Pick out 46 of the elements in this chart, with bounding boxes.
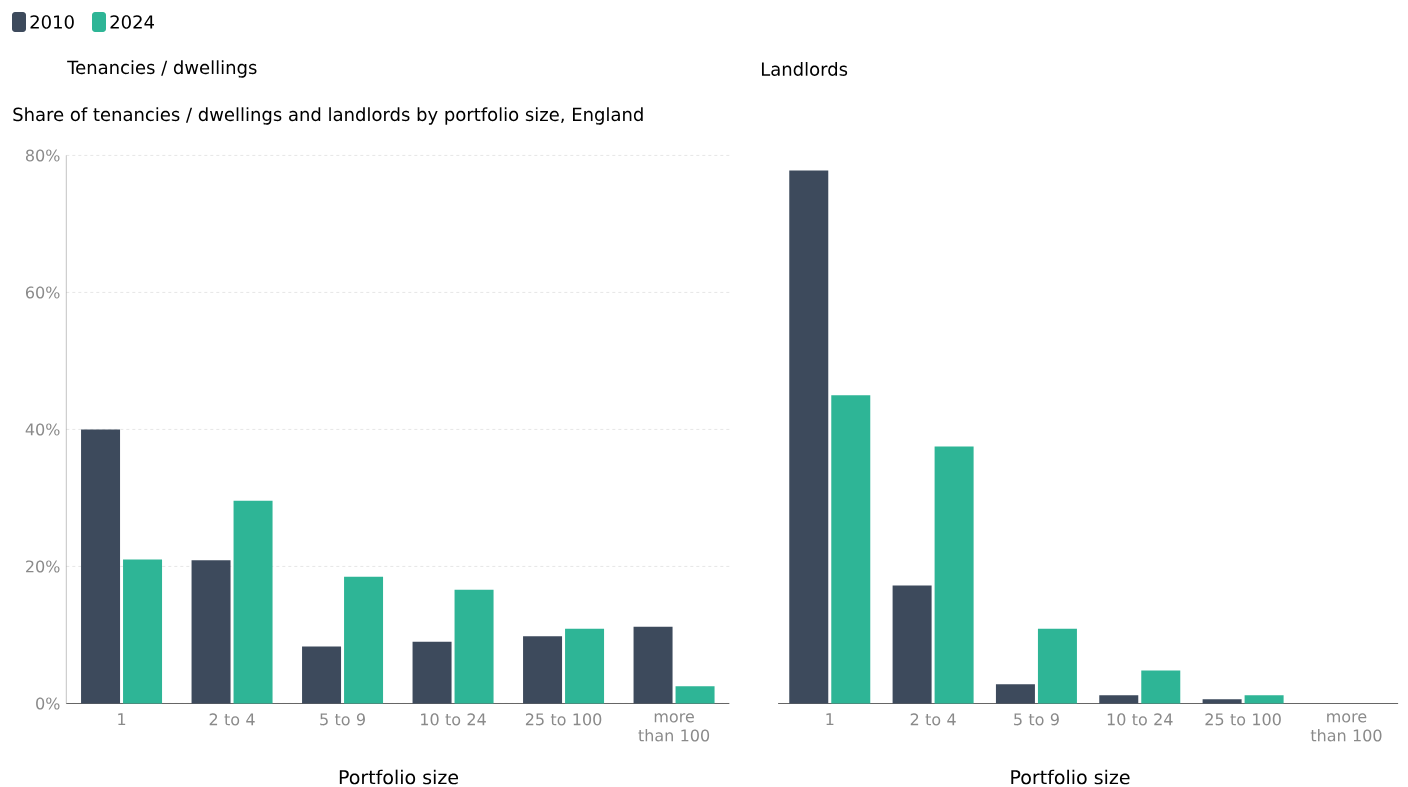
bar bbox=[344, 576, 384, 704]
chart-title: Landlords bbox=[761, 62, 848, 76]
y-tick-label: 40% bbox=[25, 423, 60, 436]
bar bbox=[565, 628, 605, 704]
bar bbox=[191, 560, 231, 704]
x-tick-label: 2 to 4 bbox=[209, 713, 255, 726]
x-tick-label: 10 to 24 bbox=[1107, 713, 1173, 726]
x-axis-title: Portfolio size bbox=[1011, 769, 1130, 785]
bar bbox=[633, 626, 673, 704]
bar bbox=[1099, 695, 1139, 704]
bar bbox=[1202, 699, 1242, 704]
bar bbox=[831, 395, 871, 704]
bar bbox=[454, 589, 494, 704]
chart-title: Tenancies / dwellings bbox=[67, 60, 257, 78]
bar bbox=[412, 641, 452, 704]
x-tick-label: 5 to 9 bbox=[1014, 713, 1059, 726]
x-tick-label: 2 to 4 bbox=[910, 713, 956, 726]
x-tick-label: 10 to 24 bbox=[421, 713, 486, 726]
x-tick-label: 25 to 100 bbox=[1205, 713, 1281, 726]
legend-label: 2024 bbox=[110, 15, 154, 29]
bar bbox=[1141, 670, 1181, 704]
bar bbox=[81, 429, 121, 704]
bar bbox=[789, 170, 829, 704]
bar bbox=[123, 559, 163, 704]
x-tick-label: 1 bbox=[826, 713, 834, 725]
bar bbox=[302, 646, 342, 704]
y-tick-label: 60% bbox=[25, 286, 60, 299]
legend-label: 2010 bbox=[30, 15, 74, 29]
x-axis-title: Portfolio size bbox=[339, 769, 459, 785]
x-tick-label: more than 100 bbox=[638, 713, 710, 742]
x-tick-label: 25 to 100 bbox=[525, 713, 602, 726]
chart-subtitle: Share of tenancies / dwellings and landlords by portfolio size, England bbox=[13, 107, 643, 125]
bar bbox=[934, 446, 974, 704]
y-tick-label: 20% bbox=[26, 560, 60, 573]
x-tick-label: more than 100 bbox=[1310, 713, 1382, 742]
bar bbox=[233, 500, 273, 704]
y-tick-label: 0% bbox=[36, 697, 60, 710]
x-tick-label: 1 bbox=[118, 713, 126, 725]
x-tick-label: 5 to 9 bbox=[320, 713, 365, 726]
bar bbox=[675, 686, 715, 704]
bar bbox=[523, 636, 563, 704]
bar bbox=[1244, 695, 1284, 704]
bar bbox=[892, 585, 932, 704]
bar bbox=[995, 684, 1035, 704]
bar bbox=[1037, 628, 1077, 704]
y-tick-label: 80% bbox=[25, 149, 60, 162]
